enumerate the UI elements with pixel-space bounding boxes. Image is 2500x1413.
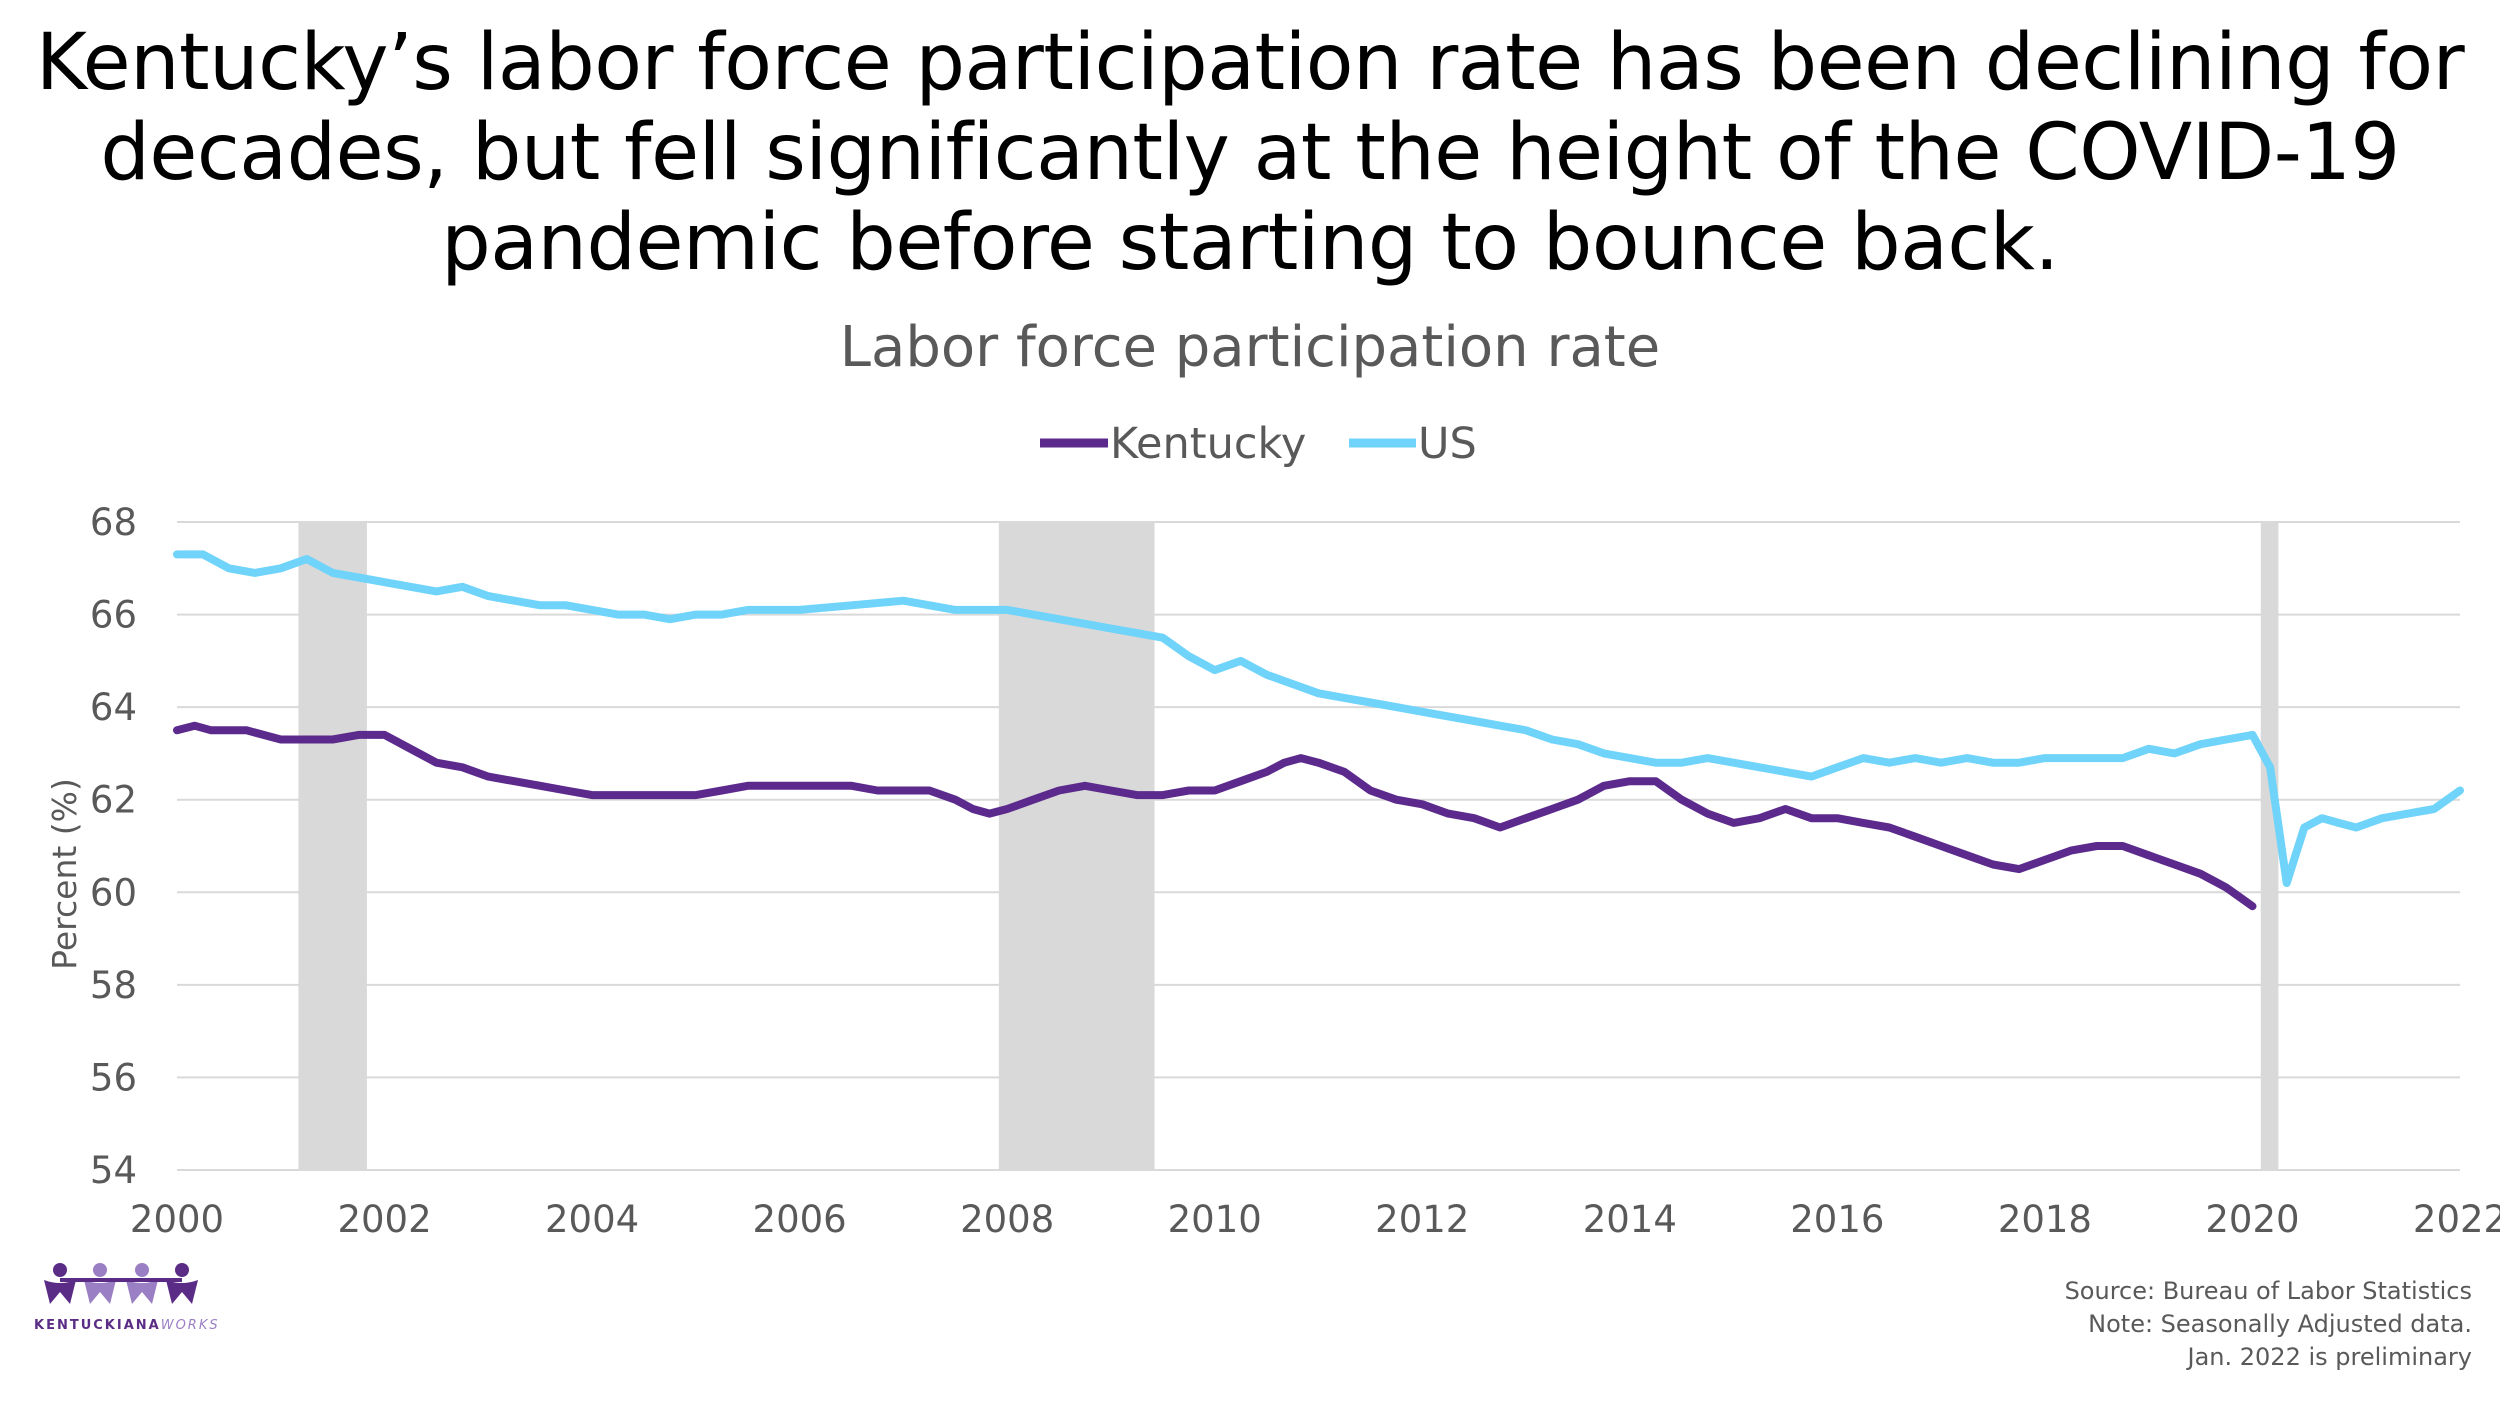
- x-tick-label: 2010: [1168, 1198, 1262, 1241]
- line-chart: 2000 2002 2004 2006 2008 2010 2012 2014 2016 2018…: [0, 0, 2500, 1413]
- recession-band-2: [2261, 522, 2279, 1170]
- x-tick-label: 2022: [2413, 1198, 2500, 1241]
- x-tick-label: 2006: [753, 1198, 847, 1241]
- x-tick-label: 2018: [1998, 1198, 2092, 1241]
- recession-shading: [298, 522, 2278, 1170]
- logo-word-works: WORKS: [161, 1318, 220, 1333]
- x-tick-label: 2002: [337, 1198, 431, 1241]
- series-lines: [177, 554, 2460, 906]
- y-tick-label: 60: [90, 871, 137, 914]
- logo-wordmark: KENTUCKIANAWORKS: [34, 1318, 209, 1333]
- people-figures-icon: [34, 1260, 209, 1316]
- kentuckianaworks-logo: KENTUCKIANAWORKS: [34, 1260, 209, 1340]
- y-tick-label: 56: [90, 1056, 137, 1099]
- source-note: Source: Bureau of Labor Statistics Note:…: [2065, 1275, 2472, 1374]
- x-tick-label: 2000: [130, 1198, 224, 1241]
- x-tick-label: 2004: [545, 1198, 639, 1241]
- y-tick-label: 62: [90, 779, 137, 822]
- y-axis-label: Percent (%): [45, 778, 84, 970]
- x-tick-label: 2012: [1375, 1198, 1469, 1241]
- x-tick-label: 2014: [1583, 1198, 1677, 1241]
- x-axis-ticks: 2000 2002 2004 2006 2008 2010 2012 2014 2016 2018…: [130, 1198, 2500, 1241]
- x-tick-label: 2020: [2205, 1198, 2299, 1241]
- chart-title: Labor force participation rate: [840, 315, 1660, 380]
- y-tick-label: 54: [90, 1149, 137, 1192]
- chart-legend: Kentucky US: [1040, 419, 1477, 469]
- preliminary-line: Jan. 2022 is preliminary: [2065, 1341, 2472, 1374]
- y-tick-label: 66: [90, 594, 137, 637]
- recession-band-0: [298, 522, 366, 1170]
- x-tick-label: 2016: [1790, 1198, 1884, 1241]
- y-tick-label: 68: [90, 501, 137, 544]
- y-tick-label: 58: [90, 964, 137, 1007]
- x-tick-label: 2008: [960, 1198, 1054, 1241]
- series-line-us: [177, 554, 2460, 883]
- y-axis-ticks: 54 56 58 60 62 64 66 68: [90, 501, 137, 1192]
- legend-label-us: US: [1418, 419, 1477, 469]
- note-line: Note: Seasonally Adjusted data.: [2065, 1308, 2472, 1341]
- logo-word-kentuckiana: KENTUCKIANA: [34, 1318, 161, 1333]
- source-line: Source: Bureau of Labor Statistics: [2065, 1275, 2472, 1308]
- series-line-kentucky: [177, 726, 2253, 907]
- legend-label-kentucky: Kentucky: [1110, 419, 1306, 469]
- y-tick-label: 64: [90, 686, 137, 729]
